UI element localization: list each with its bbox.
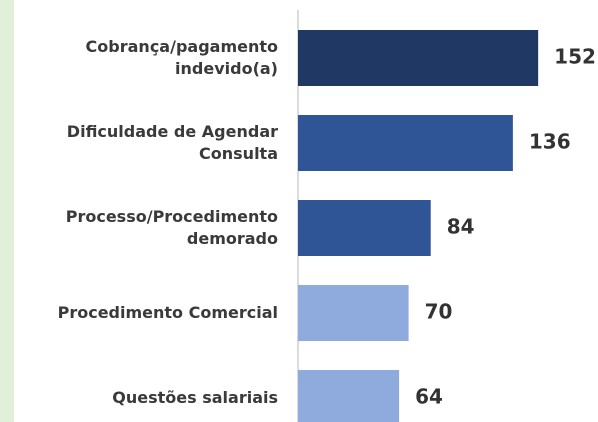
category-label: Dificuldade de Agendar Consulta [67,122,278,163]
side-stripe [0,0,14,422]
bar [298,30,539,86]
category-label: Cobrança/pagamento indevido(a) [86,37,278,78]
value-label: 70 [425,300,453,324]
value-label: 136 [529,130,571,154]
value-label: 64 [415,385,443,409]
category-label: Procedimento Comercial [58,303,278,322]
bar [298,115,513,171]
value-label: 84 [447,215,475,239]
category-label: Processo/Procedimento demorado [66,207,278,248]
bar [298,370,400,422]
value-label: 152 [554,45,596,69]
bar [298,285,409,341]
bar [298,200,431,256]
category-label: Questões salariais [112,388,278,407]
